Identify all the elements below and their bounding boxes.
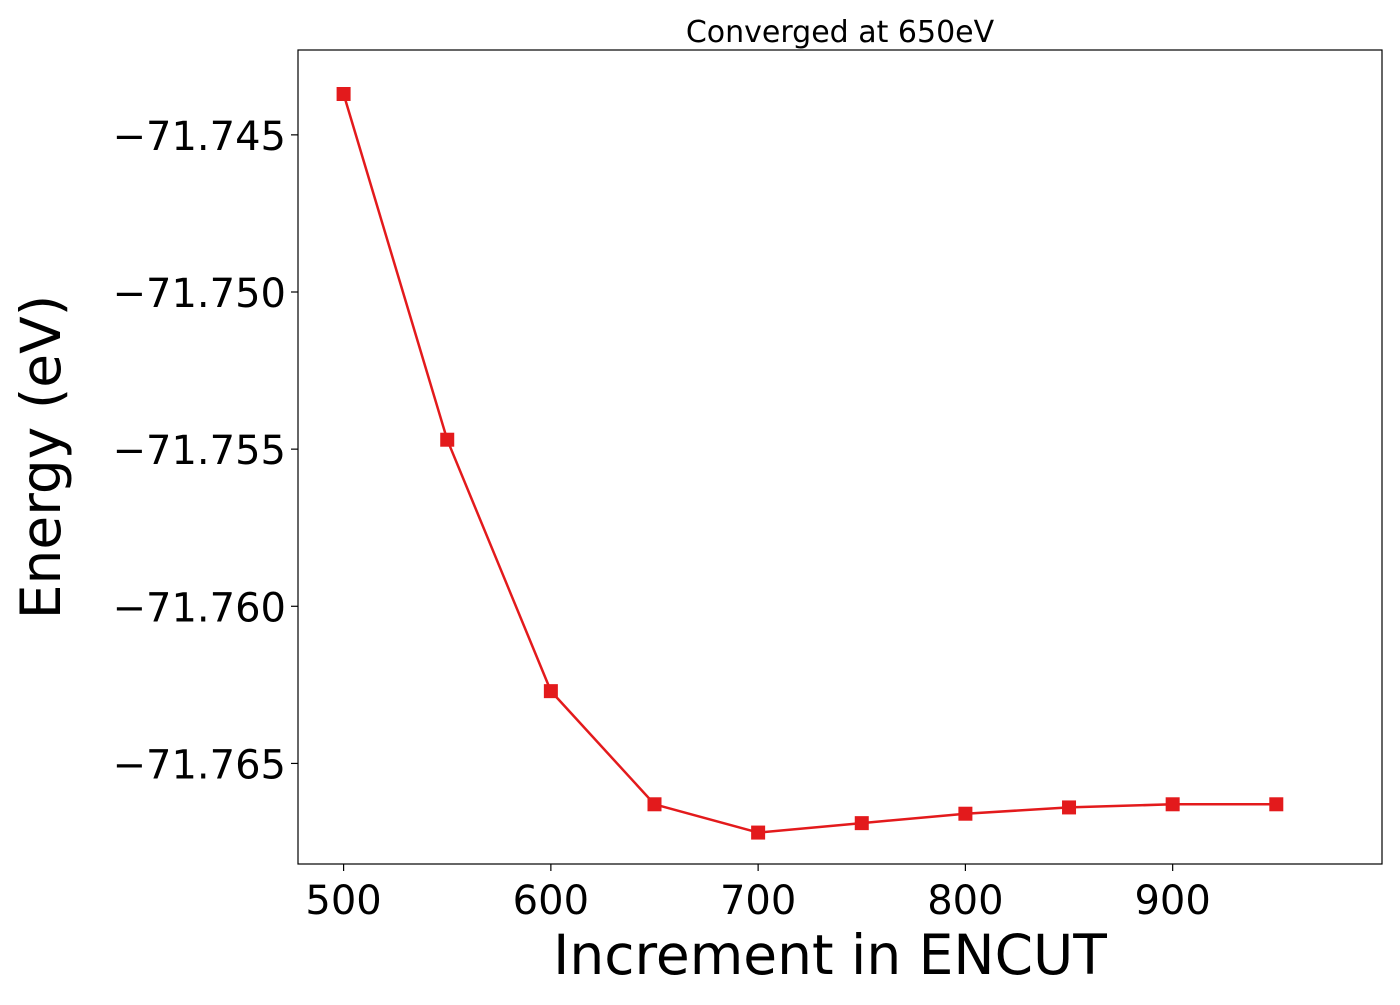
plot-layer [336,87,1284,840]
y-axis-title: Energy (eV) [9,295,73,619]
tick-layer: 500 600 700 800 900 −71.745 −71.750 −71.755 −71.… [113,114,1211,924]
x-tick-label: 500 [305,878,381,924]
data-point [854,816,869,831]
x-axis-title: Increment in ENCUT [553,923,1107,987]
data-point [647,797,662,812]
data-point [1269,797,1284,812]
series-line [342,93,1277,834]
y-tick-label: −71.745 [113,114,286,160]
y-tick-label: −71.760 [113,585,286,631]
data-point [1062,800,1077,815]
data-point [1165,797,1180,812]
y-tick-label: −71.765 [113,742,286,788]
x-tick-label: 700 [720,878,796,924]
data-point [751,825,766,840]
x-tick-label: 600 [513,878,589,924]
y-tick-label: −71.755 [113,428,286,474]
x-tick-label: 800 [927,878,1003,924]
data-point [336,87,351,101]
data-point [440,432,455,447]
chart-title: Converged at 650eV [686,15,995,50]
plot-frame [297,49,1383,865]
y-tick-label: −71.750 [113,271,286,317]
data-point [543,684,558,699]
data-point [958,806,973,821]
x-tick-label: 900 [1134,878,1210,924]
